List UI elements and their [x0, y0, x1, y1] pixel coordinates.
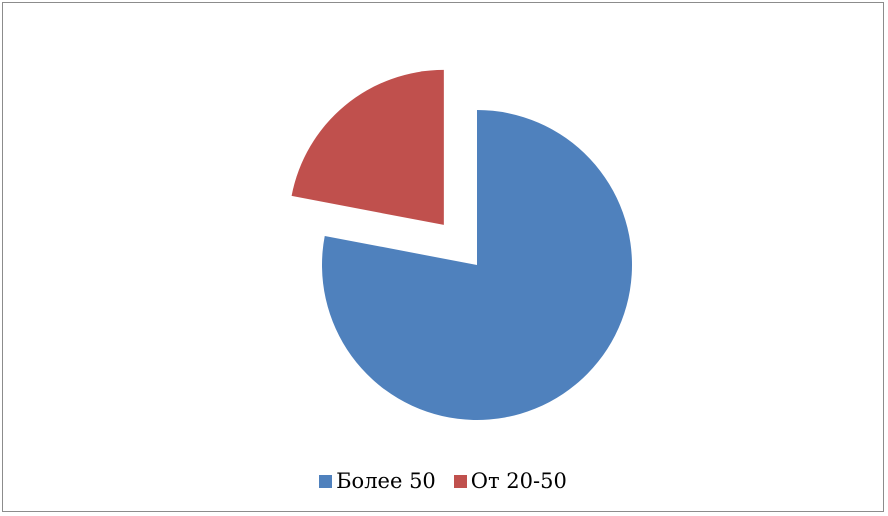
legend-label-series-1: Более 50: [336, 469, 436, 493]
legend-label-series-2: От 20-50: [470, 469, 567, 493]
legend-swatch-series-2: [453, 474, 467, 488]
chart-legend: Более 50 От 20-50: [3, 469, 883, 493]
legend-swatch-series-1: [319, 474, 333, 488]
pie-slices: [291, 69, 632, 420]
legend-item-series-2: От 20-50: [453, 469, 567, 493]
legend-item-series-1: Более 50: [319, 469, 436, 493]
pie-slice-series-1: [322, 110, 632, 420]
pie-chart: [291, 69, 632, 420]
pie-slice-series-2: [291, 69, 444, 225]
